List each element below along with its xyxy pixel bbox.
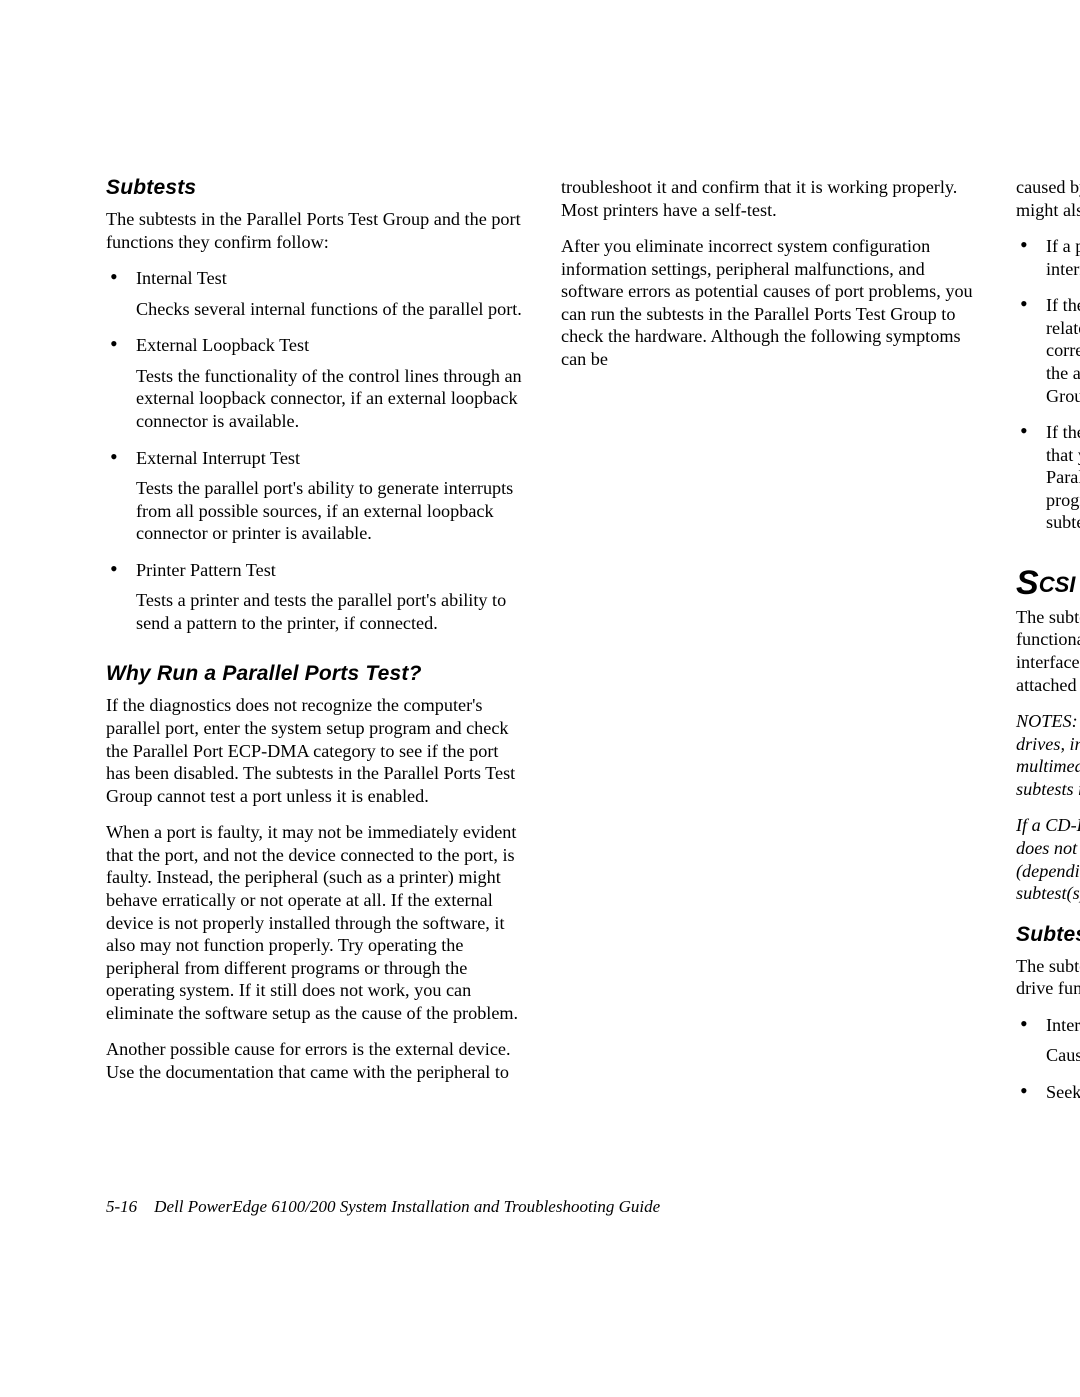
parallel-subtests-list: Internal Test Checks several internal fu… — [106, 267, 525, 634]
scsi-note-1: NOTES: Before conducting these subtests … — [1016, 710, 1080, 800]
heading-scsi-subtests: Subtests — [1016, 923, 1080, 947]
footer-page-number: 5-16 — [106, 1197, 137, 1216]
subtest-title: Internal Test — [136, 267, 525, 290]
heading-subtests: Subtests — [106, 176, 525, 200]
whyrun-p1: If the diagnostics does not recognize th… — [106, 694, 525, 807]
list-item: If the software and the diagnostics do n… — [1016, 421, 1080, 534]
subtest-desc: Tests a printer and tests the parallel p… — [136, 589, 525, 634]
heading-scsi-devices: SCSI Devices Test Group — [1016, 572, 1080, 598]
heading-rest: CSI Devices Test Group — [1039, 572, 1080, 597]
subtest-desc: Checks several internal functions of the… — [136, 298, 525, 321]
list-item: If a peripheral works intermittently or … — [1016, 235, 1080, 280]
symptom-text: If a peripheral works intermittently or … — [1046, 235, 1080, 280]
footer-doc-title: Dell PowerEdge 6100/200 System Installat… — [154, 1197, 660, 1216]
list-item: External Loopback Test Tests the functio… — [106, 334, 525, 432]
subtest-title: External Loopback Test — [136, 334, 525, 357]
scsi-subtests-intro: The subtests in the SCSI Devices Test Gr… — [1016, 955, 1080, 1000]
list-item: Printer Pattern Test Tests a printer and… — [106, 559, 525, 635]
page-footer: 5-16 Dell PowerEdge 6100/200 System Inst… — [106, 1197, 660, 1217]
two-column-body: Subtests The subtests in the Parallel Po… — [106, 176, 980, 1126]
scsi-note-2: If a CD-ROM drive is empty or if it cont… — [1016, 814, 1080, 904]
list-item: External Interrupt Test Tests the parall… — [106, 447, 525, 545]
list-item: Internal Diag. Test Causes the device to… — [1016, 1014, 1080, 1067]
subtest-desc: Tests the parallel port's ability to gen… — [136, 477, 525, 545]
list-item: If the computer displays an error messag… — [1016, 294, 1080, 407]
symptom-lead-in: caused by faulty peripherals or software… — [1016, 176, 1080, 221]
subtest-title: Seek Test — [1046, 1081, 1080, 1104]
symptom-text: If the computer displays an error messag… — [1046, 294, 1080, 407]
subtest-title: Printer Pattern Test — [136, 559, 525, 582]
whyrun-p4: After you eliminate incorrect system con… — [561, 235, 980, 370]
scsi-intro: The subtests in the SCSI Devices Test Gr… — [1016, 606, 1080, 696]
heading-dropcap: S — [1016, 564, 1039, 602]
subtests-intro: The subtests in the Parallel Ports Test … — [106, 208, 525, 253]
heading-why-run: Why Run a Parallel Ports Test? — [106, 662, 525, 686]
subtest-desc: Tests the functionality of the control l… — [136, 365, 525, 433]
subtest-title: External Interrupt Test — [136, 447, 525, 470]
subtest-desc: Causes the device to run its internal se… — [1046, 1044, 1080, 1067]
list-item: Internal Test Checks several internal fu… — [106, 267, 525, 320]
page: Subtests The subtests in the Parallel Po… — [0, 0, 1080, 1397]
subtest-title: Internal Diag. Test — [1046, 1014, 1080, 1037]
whyrun-p2: When a port is faulty, it may not be imm… — [106, 821, 525, 1024]
symptom-text: If the software and the diagnostics do n… — [1046, 421, 1080, 534]
symptoms-list: If a peripheral works intermittently or … — [1016, 235, 1080, 534]
